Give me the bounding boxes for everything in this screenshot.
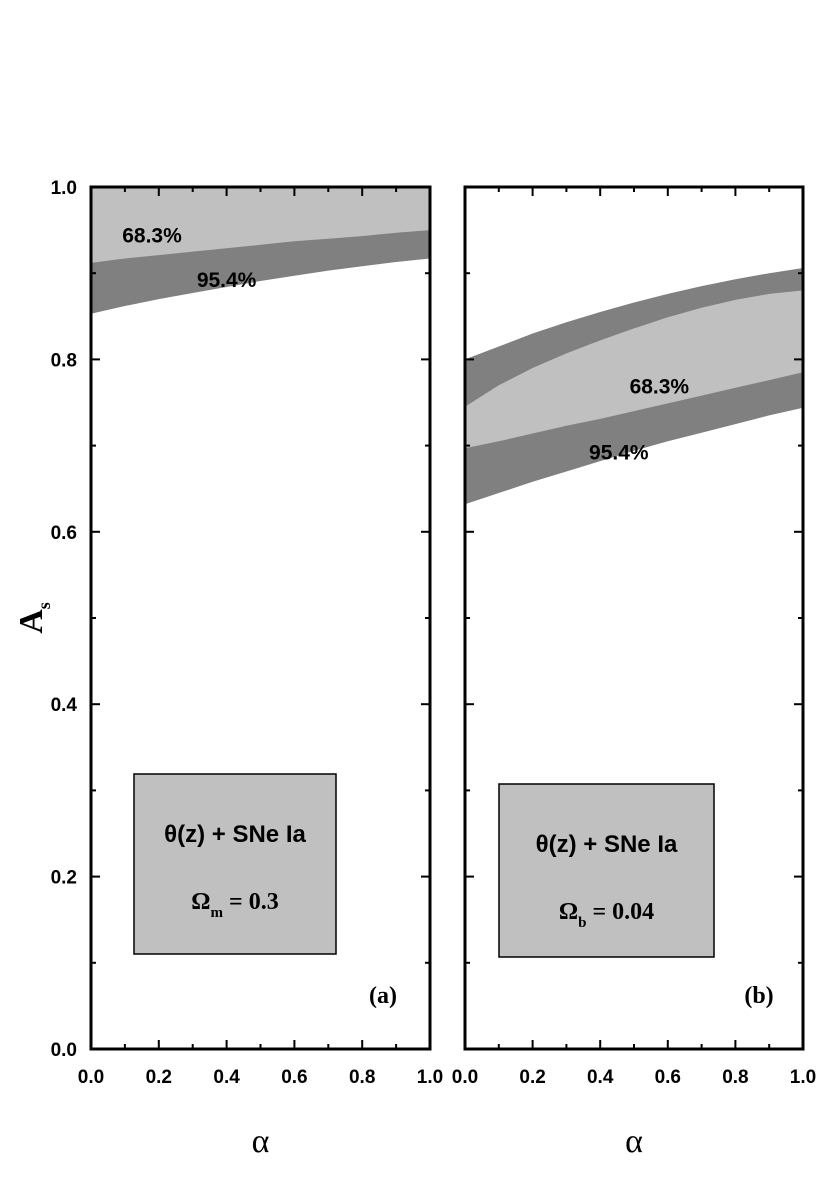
param-value: = 0.3 — [223, 889, 279, 915]
band-label: 68.3% — [630, 375, 690, 398]
x-tick-label: 0.4 — [587, 1067, 614, 1088]
x-axis-title: α — [252, 1123, 270, 1160]
region-683 — [91, 187, 430, 263]
x-tick-label: 0.4 — [213, 1067, 240, 1088]
x-tick-label: 0.6 — [281, 1067, 307, 1088]
band-label: 68.3% — [122, 224, 182, 247]
y-tick-label: 0.6 — [51, 523, 77, 544]
x-tick-label: 0.2 — [519, 1067, 545, 1088]
param-symbol: Ω — [191, 889, 210, 915]
x-tick-label: 1.0 — [790, 1067, 816, 1088]
panel-tag: (b) — [744, 983, 773, 1009]
y-tick-label: 0.2 — [51, 868, 77, 889]
x-tick-label: 0.2 — [146, 1067, 172, 1088]
region-683 — [465, 290, 803, 449]
x-tick-label: 0.6 — [655, 1067, 681, 1088]
param-subscript: m — [211, 905, 224, 921]
param-symbol: Ω — [559, 899, 578, 925]
y-axis-main: A — [13, 609, 50, 634]
panel-b: 0.0 0.2 0.4 0.6 0.8 1.0 68.3% 95.4% θ(z) + SNe I… — [452, 185, 816, 1160]
legend-param: Ωb = 0.04 — [559, 899, 654, 931]
y-tick-label: 1.0 — [51, 178, 77, 199]
legend-line1: θ(z) + SNe Ia — [164, 821, 306, 848]
legend-box-bg — [498, 783, 715, 958]
y-tick-label: 0.8 — [51, 350, 77, 371]
x-tick-label: 0.8 — [349, 1067, 375, 1088]
legend-line1: θ(z) + SNe Ia — [536, 831, 678, 858]
y-axis-subscript: s — [34, 602, 54, 609]
x-tick-label: 1.0 — [417, 1067, 443, 1088]
panel-tag: (a) — [369, 983, 397, 1009]
y-axis-label: As — [13, 602, 54, 634]
y-axis-title: As — [13, 602, 54, 634]
x-tick-label: 0.0 — [452, 1067, 478, 1088]
param-subscript: b — [578, 915, 586, 931]
legend-box-bg — [133, 773, 337, 955]
x-tick-label: 0.8 — [722, 1067, 748, 1088]
panel-a: 0.0 0.2 0.4 0.6 0.8 1.0 0.0 0.2 0.4 0.6 0.8 1.0 68.3… — [51, 178, 444, 1160]
band-label: 95.4% — [197, 269, 257, 292]
x-axis-title: α — [625, 1123, 643, 1160]
band-label: 95.4% — [589, 442, 649, 465]
param-value: = 0.04 — [586, 899, 654, 925]
x-tick-label: 0.0 — [78, 1067, 104, 1088]
legend-box: θ(z) + SNe Ia Ωm = 0.3 — [133, 773, 337, 955]
y-tick-label: 0.4 — [51, 695, 78, 716]
legend-box: θ(z) + SNe Ia Ωb = 0.04 — [498, 783, 715, 958]
y-tick-label: 0.0 — [51, 1040, 77, 1061]
legend-param: Ωm = 0.3 — [191, 889, 278, 921]
